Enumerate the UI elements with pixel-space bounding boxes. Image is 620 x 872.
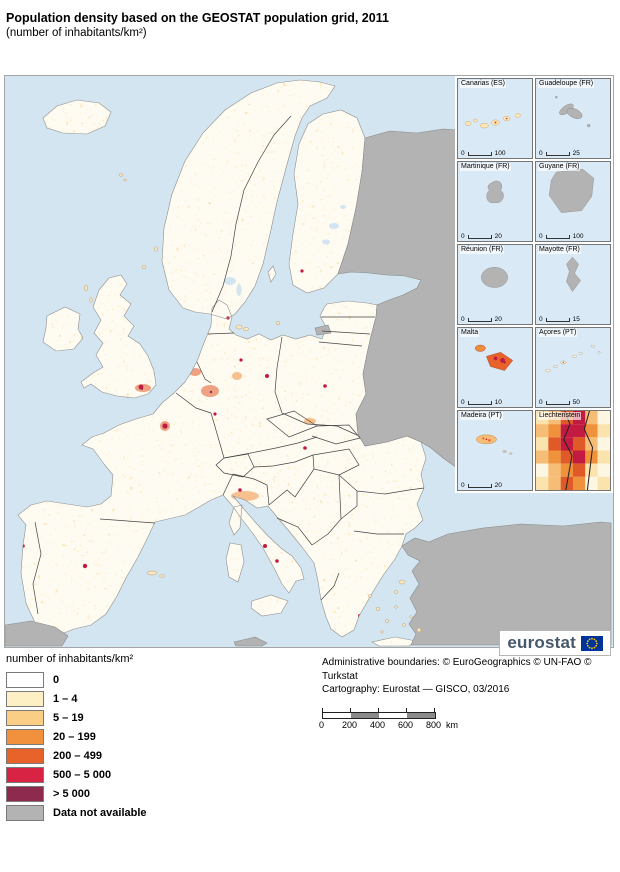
- inset-scalebar: [467, 235, 492, 239]
- legend-row: > 5 000: [6, 786, 147, 802]
- inset-label: Martinique (FR): [460, 163, 511, 172]
- scale-bar: 0 200 400 600 800 km: [319, 708, 472, 734]
- legend-label: Data not available: [53, 807, 147, 819]
- scale-tick-label: 400: [370, 720, 386, 730]
- scale-tick-label: 200: [342, 720, 358, 730]
- attribution: Administrative boundaries: © EuroGeograp…: [322, 656, 620, 697]
- legend-swatch: [6, 691, 44, 707]
- legend-swatch: [6, 748, 44, 764]
- inset-scale: 0 10: [461, 399, 502, 406]
- attribution-line-2: Cartography: Eurostat — GISCO, 03/2016: [322, 684, 510, 695]
- header: Population density based on the GEOSTAT …: [6, 10, 389, 42]
- legend-row: 1 – 4: [6, 691, 147, 707]
- legend-label: 20 – 199: [53, 731, 96, 743]
- scale-bar-segments: [322, 712, 436, 719]
- inset-label: Réunion (FR): [460, 246, 505, 255]
- inset-scale: 0 15: [539, 316, 580, 323]
- inset-map-guadeloupe: [555, 96, 591, 128]
- inset-scalebar: [467, 152, 492, 156]
- inset-acores: Açores (PT) 0 50: [535, 327, 611, 408]
- inset-scalebar: [467, 401, 492, 405]
- legend-swatch: [6, 786, 44, 802]
- inset-scalebar: [545, 235, 570, 239]
- inset-label: Mayotte (FR): [538, 246, 581, 255]
- inset-label: Guadeloupe (FR): [538, 80, 595, 89]
- legend-swatch: [6, 805, 44, 821]
- legend-label: 0: [53, 674, 60, 686]
- legend-swatch: [6, 710, 44, 726]
- legend-swatch: [6, 672, 44, 688]
- inset-canarias: Canarias (ES) 0 100: [457, 78, 533, 159]
- inset-map-martinique: [486, 180, 504, 203]
- legend-title: number of inhabitants/km²: [6, 653, 134, 665]
- scale-tick-label: 600: [398, 720, 414, 730]
- legend-row: 200 – 499: [6, 748, 147, 764]
- inset-scalebar: [467, 484, 492, 488]
- scale-bar-ticks: [322, 708, 472, 712]
- inset-mayotte: Mayotte (FR) 0 15: [535, 244, 611, 325]
- inset-map-canarias: [464, 113, 521, 129]
- inset-scale: 0 100: [539, 233, 584, 240]
- scale-bar-labels: 0 200 400 600 800 km: [319, 720, 472, 732]
- legend-row: 20 – 199: [6, 729, 147, 745]
- legend-row: 500 – 5 000: [6, 767, 147, 783]
- inset-label: Guyane (FR): [538, 163, 581, 172]
- inset-liechtenstein: Liechtenstein: [535, 410, 611, 491]
- legend-swatch: [6, 767, 44, 783]
- inset-scale: 0 25: [539, 150, 580, 157]
- inset-map-reunion: [481, 267, 508, 288]
- scale-tick-label: 0: [319, 720, 325, 730]
- eurostat-logo: eurostat: [499, 630, 611, 656]
- inset-map-malta: [475, 344, 514, 371]
- inset-scale: 0 50: [539, 399, 580, 406]
- inset-madeira: Madeira (PT) 0 20: [457, 410, 533, 491]
- inset-map-madeira: [476, 434, 513, 455]
- page-title: Population density based on the GEOSTAT …: [6, 11, 389, 25]
- inset-scalebar: [545, 401, 570, 405]
- legend-label: 5 – 19: [53, 712, 84, 724]
- inset-map-acores: [545, 345, 601, 373]
- eurostat-logo-text: eurostat: [507, 633, 576, 652]
- inset-scale: 0 20: [461, 233, 502, 240]
- inset-label: Canarias (ES): [460, 80, 506, 89]
- legend-row: 0: [6, 672, 147, 688]
- legend-label: > 5 000: [53, 788, 91, 800]
- inset-label: Malta: [460, 329, 480, 338]
- legend-label: 500 – 5 000: [53, 769, 112, 781]
- inset-guyane: Guyane (FR) 0 100: [535, 161, 611, 242]
- attribution-line-1: Administrative boundaries: © EuroGeograp…: [322, 657, 592, 682]
- scale-unit-label: km: [446, 720, 458, 730]
- inset-scalebar: [467, 318, 492, 322]
- inset-map-liechtenstein: [536, 411, 610, 490]
- inset-guadeloupe: Guadeloupe (FR) 0 25: [535, 78, 611, 159]
- legend-row: Data not available: [6, 805, 147, 821]
- inset-scalebar: [545, 152, 570, 156]
- legend: number of inhabitants/km² 0 1 – 4 5 – 19…: [6, 653, 147, 824]
- inset-map-mayotte: [566, 256, 581, 292]
- legend-row: 5 – 19: [6, 710, 147, 726]
- map-canvas: Canarias (ES) 0 100 Guadeloupe (FR): [4, 75, 614, 656]
- inset-panel: Canarias (ES) 0 100 Guadeloupe (FR): [455, 76, 613, 493]
- inset-label: Madeira (PT): [460, 412, 503, 421]
- inset-martinique: Martinique (FR) 0 20: [457, 161, 533, 242]
- inset-label: Açores (PT): [538, 329, 578, 338]
- legend-swatch: [6, 729, 44, 745]
- legend-label: 200 – 499: [53, 750, 102, 762]
- eu-flag-icon: [581, 635, 603, 651]
- inset-scale: 0 20: [461, 316, 502, 323]
- inset-reunion: Réunion (FR) 0 20: [457, 244, 533, 325]
- inset-scale: 0 20: [461, 482, 502, 489]
- scale-tick-label: 800: [426, 720, 442, 730]
- legend-label: 1 – 4: [53, 693, 78, 705]
- page-subtitle: (number of inhabitants/km²): [6, 27, 147, 40]
- inset-scale: 0 100: [461, 150, 506, 157]
- inset-scalebar: [545, 318, 570, 322]
- inset-map-guyane: [548, 168, 594, 213]
- inset-malta: Malta 0 10: [457, 327, 533, 408]
- inset-label: Liechtenstein: [538, 412, 582, 421]
